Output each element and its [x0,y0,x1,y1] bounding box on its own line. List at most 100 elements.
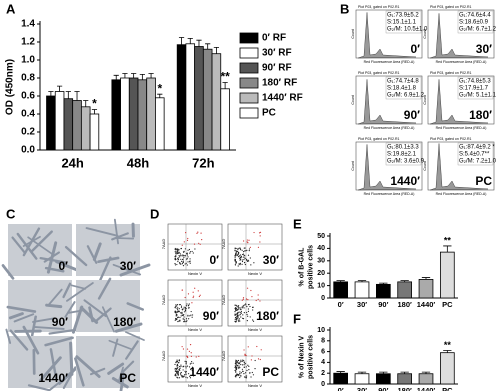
dot [243,259,245,261]
dot [186,264,188,266]
dot [184,310,187,312]
dot [176,363,179,366]
dot [174,319,176,321]
x-tick-label: 0′ [338,386,344,391]
dot-plot-y-label: 7AAD [161,351,166,362]
dot [185,365,187,367]
dot [234,255,236,257]
bar [54,91,65,151]
flow-stat: G₂/M: 6.9±1.2 [387,93,425,99]
flow-y-label: Count [351,95,355,104]
dot [246,241,248,243]
x-tick-label: 72h [192,155,214,170]
dot [248,260,250,262]
error-bar [357,371,367,374]
bar [120,77,130,151]
dot [235,365,238,367]
dot [174,363,176,366]
cell-shape [31,230,53,252]
error-bar [196,39,202,47]
flow-y-label: Count [351,161,355,170]
bar [46,95,56,151]
dot [241,307,243,309]
error-bar [421,371,431,374]
dot [242,298,244,300]
dot [245,304,247,306]
dot [245,375,247,377]
error-bar [91,109,98,114]
cell-shape [70,284,87,290]
dot-plot-y-label: 7AAD [221,295,226,306]
bar [397,373,413,385]
flow-header: Plot P03, gated on P02.R1 [430,5,471,9]
legend-swatch [239,62,259,74]
cell-shape [44,266,65,273]
cell-shape [97,256,120,264]
dot [247,308,249,310]
time-label: 30′ [476,42,492,56]
dot [176,305,178,307]
y-tick-label: 40 [317,245,325,252]
dot [183,256,185,258]
dot [247,299,249,301]
dot [252,320,255,322]
cell-shape [22,227,41,257]
dot [235,374,237,376]
dot [178,365,181,368]
dot [238,263,240,265]
time-label: 1440′ [189,365,219,379]
cell-shape [85,227,119,237]
dot [247,260,249,262]
dot [246,239,248,241]
flow-y-label: Count [423,29,427,38]
dot [257,246,260,248]
dot [249,372,251,374]
dot [174,368,176,370]
dot [194,287,196,289]
dot [185,361,188,363]
dot [235,363,237,365]
x-tick-label: 1440′ [417,300,436,309]
dot [181,375,183,377]
time-label: 180′ [469,108,492,122]
error-bar [148,73,154,78]
dot [199,243,201,245]
bar [80,106,91,151]
flow-x-label: Red Fluorescence Area (RED-A) [364,192,415,196]
dot [242,253,245,255]
dot-plot-y-label: 7AAD [221,351,226,362]
dot [177,374,179,376]
dot [184,374,186,376]
dot [188,304,190,306]
flow-stat: G₁:80.1±3.3 [387,145,419,151]
dot [189,344,192,346]
cell-shape [126,302,144,311]
dot [175,368,177,370]
dot [178,249,180,251]
y-tick-label: 0.6 [21,91,35,102]
dot [236,313,238,315]
dot [174,264,177,266]
error-bar [213,47,220,54]
cell-shape [16,232,38,260]
dot [249,246,251,249]
dot [250,264,252,266]
dot [178,251,180,254]
legend-label: 90′ RF [262,63,292,74]
dot [192,291,194,293]
dot [244,354,246,356]
dot [260,349,262,351]
dot [251,306,254,308]
y-tick-label: 0.4 [21,109,35,120]
flow-stat: G₁:74.7±4.8 [387,79,419,85]
dot [175,251,177,253]
dot [249,316,251,318]
panel-letter: C [6,206,16,221]
cell-shape [112,338,119,357]
error-bar [222,82,228,89]
dot [235,247,237,250]
cell-shape [94,307,112,323]
dot [189,377,192,379]
dot [238,367,240,369]
dot [240,310,242,313]
